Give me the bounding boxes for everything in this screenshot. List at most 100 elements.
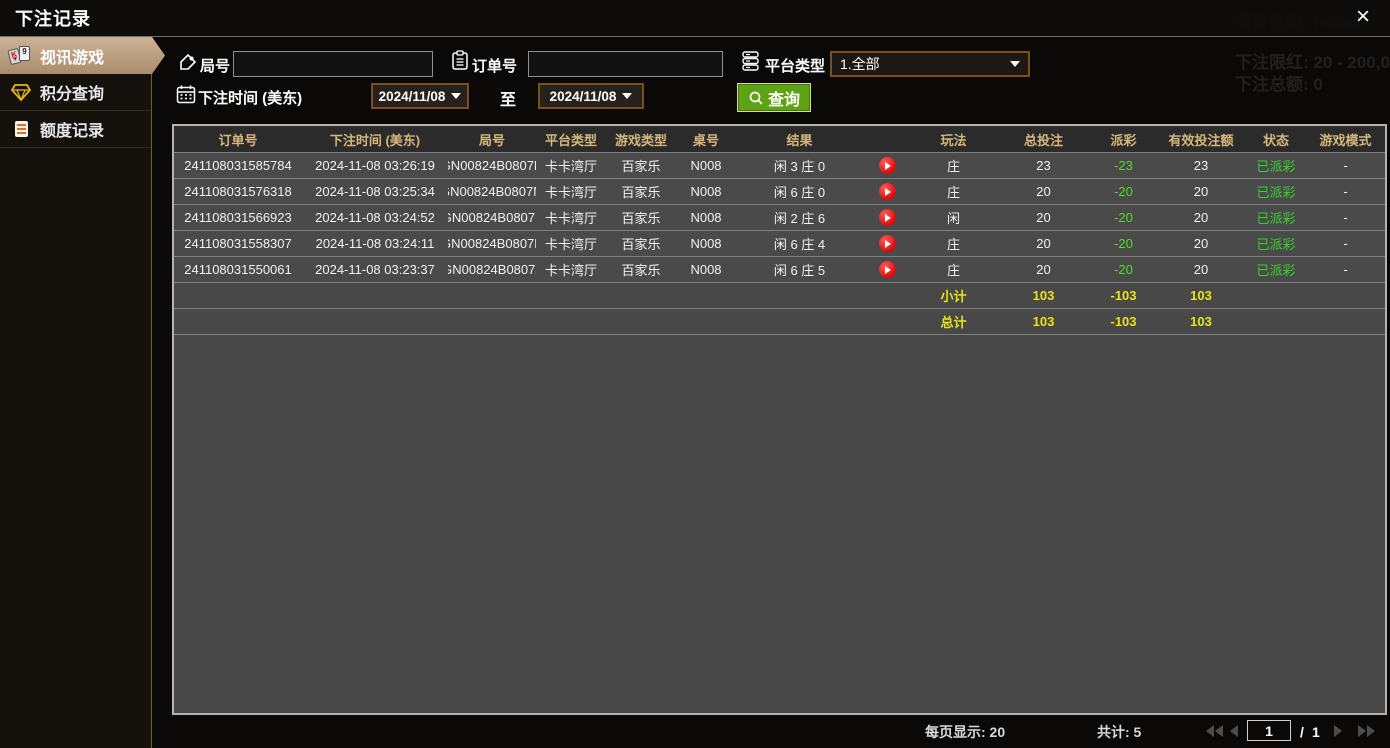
cell-total-bet: 20 [1036, 262, 1051, 277]
grand-total-payout: -103 [1110, 314, 1137, 329]
sidebar-item-quota-records[interactable]: 额度记录 [0, 111, 151, 148]
cell-valid-bet: 20 [1193, 184, 1209, 199]
page-size-label: 每页显示: 20 [925, 723, 1006, 740]
cell-payout: -20 [1114, 210, 1133, 225]
list-icon [741, 50, 761, 71]
last-page-icon[interactable] [1358, 725, 1375, 737]
table-body: 241108031585784 2024-11-08 03:26:19 GN00… [174, 152, 1385, 282]
cell-game-type: 百家乐 [621, 185, 661, 200]
subtotal-valid-bet: 103 [1190, 288, 1212, 303]
tag-icon [178, 52, 198, 72]
col-result: 结果 [786, 132, 813, 148]
clipboard-icon [451, 50, 469, 71]
total-count-label: 共计: 5 [1097, 723, 1142, 740]
cell-total-bet: 20 [1036, 184, 1051, 199]
total-pages: 1 [1312, 723, 1320, 740]
playing-cards-icon: K9 [7, 45, 34, 67]
to-label: 至 [500, 92, 517, 109]
play-icon[interactable] [878, 235, 896, 252]
date-from-picker[interactable]: 2024/11/08 [371, 83, 469, 109]
page-separator: / [1300, 723, 1304, 740]
sidebar-item-video-games[interactable]: K9 视讯游戏 [0, 37, 165, 74]
cell-valid-bet: 20 [1193, 210, 1209, 225]
subtotal-total-bet: 103 [1032, 288, 1055, 303]
col-status: 状态 [1262, 132, 1289, 148]
cell-total-bet: 23 [1036, 158, 1051, 173]
col-platform: 平台类型 [544, 132, 597, 148]
col-total-bet: 总投注 [1023, 132, 1063, 148]
next-page-icon[interactable] [1334, 725, 1342, 737]
search-icon [748, 90, 764, 106]
document-icon [8, 121, 34, 137]
sidebar-item-label: 额度记录 [40, 123, 105, 140]
sidebar: K9 视讯游戏 积分查询 额度记录 [0, 37, 165, 748]
cell-game-mode: - [1343, 184, 1348, 199]
query-button[interactable]: 查询 [737, 83, 812, 112]
table-empty-area [174, 334, 1385, 713]
cell-platform: 卡卡湾厅 [544, 263, 597, 278]
table-row[interactable]: 241108031566923 2024-11-08 03:24:52 GN00… [174, 204, 1385, 230]
cell-payout: -23 [1114, 158, 1133, 173]
grand-total-valid-bet: 103 [1190, 314, 1212, 329]
table-row[interactable]: 241108031550061 2024-11-08 03:23:37 GN00… [174, 256, 1385, 282]
col-game-mode: 游戏模式 [1319, 132, 1372, 148]
cell-table-no: N008 [690, 184, 722, 199]
cell-bet-time: 2024-11-08 03:24:52 [315, 210, 435, 225]
cell-order-id: 241108031550061 [184, 262, 292, 277]
cell-play: 闲 [946, 211, 960, 226]
cell-valid-bet: 23 [1193, 158, 1209, 173]
play-icon[interactable] [878, 183, 896, 200]
cell-platform: 卡卡湾厅 [544, 185, 597, 200]
cell-valid-bet: 20 [1193, 262, 1209, 277]
cell-status: 已派彩 [1256, 159, 1296, 174]
cell-round-id: GN00824B0807K [448, 236, 536, 251]
cell-game-type: 百家乐 [621, 263, 661, 278]
cell-payout: -20 [1114, 184, 1133, 199]
cell-result: 闲 3 庄 0 [773, 159, 826, 174]
col-table-no: 桌号 [692, 132, 719, 148]
cell-payout: -20 [1114, 236, 1133, 251]
cell-table-no: N008 [690, 236, 722, 251]
chevron-down-icon [451, 93, 462, 99]
subtotal-payout: -103 [1110, 288, 1137, 303]
table-row[interactable]: 241108031576318 2024-11-08 03:25:34 GN00… [174, 178, 1385, 204]
cell-round-id: GN00824B0807L [448, 210, 536, 225]
sidebar-item-points-query[interactable]: 积分查询 [0, 74, 151, 111]
round-input[interactable] [233, 51, 433, 77]
backdrop-bet-total: 下注总额: 0 [1235, 75, 1323, 94]
col-play: 玩法 [940, 132, 967, 148]
first-page-icon[interactable] [1206, 725, 1223, 737]
cell-game-mode: - [1343, 158, 1348, 173]
order-input[interactable] [528, 51, 723, 77]
play-icon[interactable] [878, 261, 896, 278]
titlebar: 下注记录 × [0, 0, 1390, 37]
chevron-down-icon [622, 93, 633, 99]
diamond-icon [8, 83, 34, 101]
chevron-down-icon [1010, 61, 1020, 67]
col-payout: 派彩 [1110, 132, 1137, 148]
cell-result: 闲 6 庄 4 [773, 237, 826, 252]
cell-bet-time: 2024-11-08 03:24:11 [315, 236, 435, 251]
col-replay [863, 126, 911, 152]
close-icon[interactable]: × [1355, 3, 1370, 30]
cell-order-id: 241108031566923 [184, 210, 292, 225]
play-icon[interactable] [878, 157, 896, 174]
page-input[interactable] [1247, 720, 1291, 741]
table-row[interactable]: 241108031558307 2024-11-08 03:24:11 GN00… [174, 230, 1385, 256]
col-bet-time: 下注时间 (美东) [329, 132, 421, 148]
platform-select[interactable]: 1.全部 [830, 51, 1030, 77]
cell-total-bet: 20 [1036, 236, 1051, 251]
calendar-icon [176, 84, 196, 104]
table-header-row: 订单号 下注时间 (美东) 局号 平台类型 游戏类型 桌号 结果 玩法 总投注 … [174, 126, 1385, 152]
date-to-picker[interactable]: 2024/11/08 [538, 83, 644, 109]
cell-result: 闲 6 庄 5 [773, 263, 826, 278]
prev-page-icon[interactable] [1230, 725, 1238, 737]
cell-game-mode: - [1343, 210, 1348, 225]
cell-play: 庄 [946, 263, 960, 278]
col-valid-bet: 有效投注额 [1168, 132, 1234, 148]
cell-bet-time: 2024-11-08 03:23:37 [315, 262, 435, 277]
cell-table-no: N008 [690, 210, 722, 225]
play-icon[interactable] [878, 209, 896, 226]
cell-game-type: 百家乐 [621, 237, 661, 252]
table-row[interactable]: 241108031585784 2024-11-08 03:26:19 GN00… [174, 152, 1385, 178]
